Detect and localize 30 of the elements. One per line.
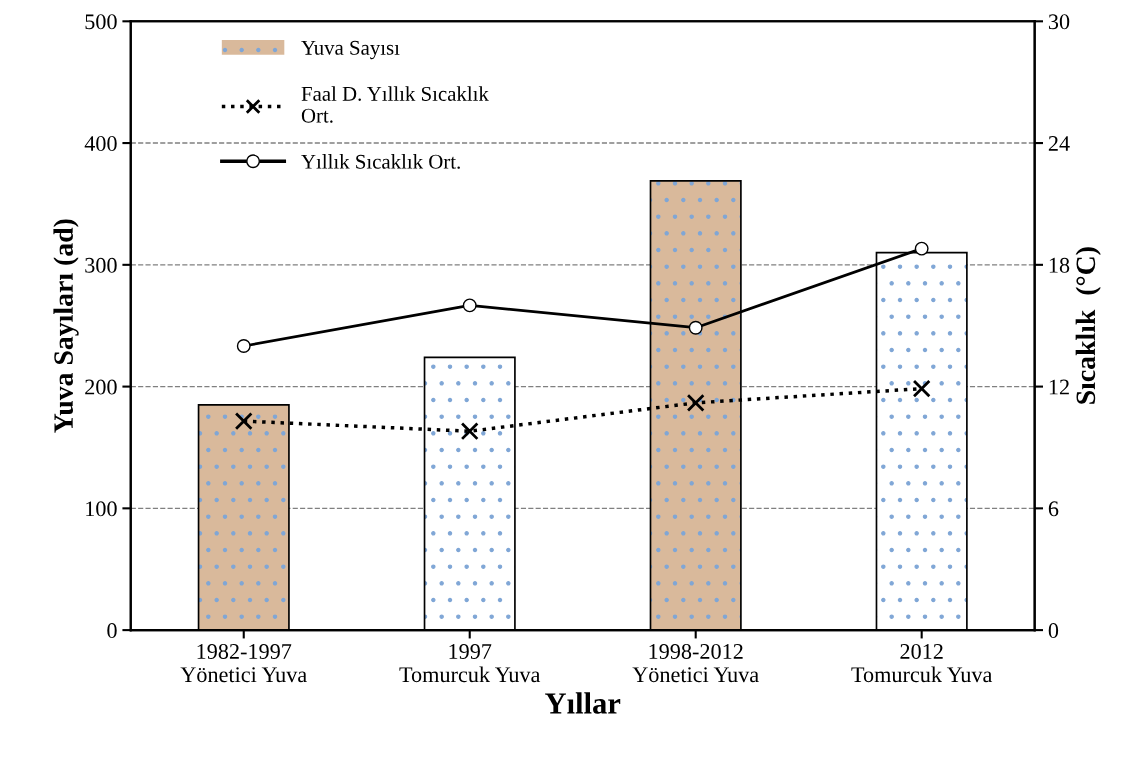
legend-label: Yıllık Sıcaklık Ort. bbox=[301, 154, 460, 169]
y-tick-label: 0 bbox=[107, 623, 117, 639]
y-tick-label: 100 bbox=[86, 501, 117, 517]
x-tick-label: 1982-1997 Yönetici Yuva bbox=[180, 643, 307, 683]
y-tick-label: 400 bbox=[84, 136, 117, 151]
point bbox=[688, 320, 703, 335]
point bbox=[686, 393, 705, 412]
point bbox=[460, 422, 479, 441]
y-tick-label: 200 bbox=[85, 379, 117, 395]
y2-tick-label: 30 bbox=[1048, 14, 1070, 30]
legend-label: Yuva Sayısı bbox=[301, 40, 400, 60]
point bbox=[914, 241, 929, 256]
y-tick-label: 300 bbox=[85, 257, 117, 273]
y2-tick-label: 24 bbox=[1048, 136, 1070, 151]
y2-tick-label: 0 bbox=[1048, 623, 1059, 639]
x-tick-label: 1997 Tomurcuk Yuva bbox=[399, 644, 541, 683]
y2-tick-label: 12 bbox=[1049, 379, 1069, 395]
y-axis-title: Yuva Sayıları (ad) bbox=[53, 219, 79, 433]
x-tick-label: 1998-2012 Yönetici Yuva bbox=[632, 643, 759, 683]
y2-tick-label: 18 bbox=[1049, 257, 1070, 273]
x-axis-title: Yıllar bbox=[545, 692, 621, 714]
point bbox=[236, 339, 251, 353]
point bbox=[912, 379, 931, 398]
legend-label: Faal D. Yıllık Sıcaklık Ort. bbox=[301, 86, 489, 123]
y-tick-label: 500 bbox=[85, 14, 117, 30]
point bbox=[462, 298, 477, 313]
point bbox=[234, 412, 253, 431]
y2-axis-title: Sıcaklık (°C) bbox=[1075, 247, 1101, 404]
x-tick-label: 2012 Tomurcuk Yuva bbox=[851, 643, 993, 683]
y2-tick-label: 6 bbox=[1048, 501, 1059, 517]
